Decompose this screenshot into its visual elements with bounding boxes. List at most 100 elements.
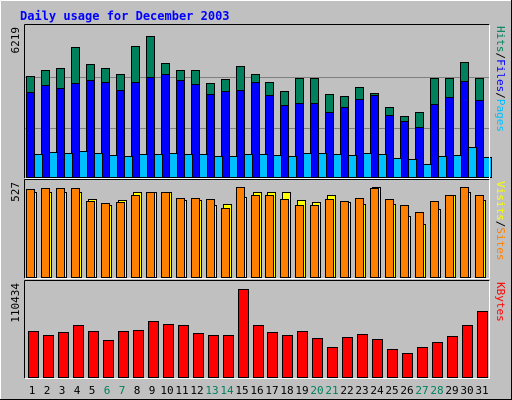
bar-pages-day-1 <box>34 154 43 178</box>
day-label-14: 14 <box>220 384 234 397</box>
bar-sites-day-9 <box>146 192 155 278</box>
legend-kbytes: KBytes <box>494 282 507 322</box>
day-label-3: 3 <box>59 384 66 397</box>
bar-files-day-2 <box>41 85 50 178</box>
day-label-12: 12 <box>190 384 203 397</box>
legend-entry-files: Files <box>494 59 507 92</box>
bar-files-day-7 <box>116 90 125 178</box>
bar-pages-day-30 <box>468 147 477 178</box>
day-label-29: 29 <box>445 384 458 397</box>
bar-sites-day-2 <box>41 188 50 278</box>
day-label-26: 26 <box>400 384 413 397</box>
day-label-27: 27 <box>415 384 428 397</box>
bar-kbytes-day-17 <box>267 332 278 378</box>
day-label-25: 25 <box>385 384 398 397</box>
legend-hits-files-pages: Hits/Files/Pages <box>494 26 507 132</box>
bar-kbytes-day-3 <box>58 332 69 378</box>
bar-pages-day-26 <box>408 159 417 178</box>
bar-pages-day-21 <box>333 154 342 178</box>
bar-sites-day-17 <box>265 195 274 278</box>
bar-files-day-5 <box>86 80 95 178</box>
bar-files-day-23 <box>355 99 364 178</box>
day-label-18: 18 <box>280 384 293 397</box>
legend-entry-: / <box>494 221 507 228</box>
bar-pages-day-4 <box>79 151 88 178</box>
bar-files-day-29 <box>445 97 454 178</box>
bar-kbytes-day-22 <box>342 337 353 378</box>
bar-files-day-24 <box>370 95 379 178</box>
day-label-16: 16 <box>250 384 263 397</box>
day-label-23: 23 <box>355 384 368 397</box>
bar-sites-day-25 <box>385 199 394 278</box>
bar-files-day-31 <box>475 100 484 178</box>
day-label-7: 7 <box>119 384 126 397</box>
bar-pages-day-19 <box>303 153 312 178</box>
bar-files-day-16 <box>251 82 260 178</box>
bar-sites-day-14 <box>221 208 230 278</box>
legend-entry-visits: Visits <box>494 181 507 221</box>
bar-pages-day-6 <box>109 155 118 178</box>
ymax-label-visits-sites: 527 <box>9 182 22 202</box>
bar-pages-day-18 <box>288 156 297 178</box>
bar-files-day-14 <box>221 91 230 178</box>
bar-sites-day-3 <box>56 188 65 278</box>
bar-kbytes-day-16 <box>253 325 264 378</box>
bar-files-day-15 <box>236 90 245 178</box>
day-label-10: 10 <box>160 384 173 397</box>
day-label-5: 5 <box>89 384 96 397</box>
bar-sites-day-19 <box>295 205 304 278</box>
bar-sites-day-20 <box>310 205 319 278</box>
bar-files-day-21 <box>325 112 334 178</box>
bar-pages-day-25 <box>393 158 402 178</box>
bar-files-day-19 <box>295 103 304 178</box>
bar-files-day-12 <box>191 84 200 178</box>
legend-entry-: / <box>494 53 507 60</box>
bar-files-day-8 <box>131 82 140 178</box>
bar-kbytes-day-27 <box>417 347 428 378</box>
bar-pages-day-16 <box>259 154 268 178</box>
bar-kbytes-day-2 <box>43 335 54 378</box>
bar-pages-day-8 <box>139 154 148 178</box>
bar-sites-day-11 <box>176 198 185 278</box>
bar-pages-day-10 <box>169 153 178 178</box>
day-label-20: 20 <box>310 384 323 397</box>
bar-kbytes-day-6 <box>103 340 114 378</box>
bar-kbytes-day-24 <box>372 339 383 378</box>
day-label-21: 21 <box>325 384 338 397</box>
bar-sites-day-23 <box>355 198 364 278</box>
bar-sites-day-4 <box>71 188 80 278</box>
day-label-13: 13 <box>205 384 218 397</box>
day-label-8: 8 <box>134 384 141 397</box>
ymax-label-hits-files-pages: 6219 <box>9 27 22 54</box>
bar-sites-day-26 <box>400 205 409 278</box>
bar-sites-day-22 <box>340 201 349 278</box>
bar-kbytes-day-7 <box>118 331 129 378</box>
bar-files-day-4 <box>71 83 80 178</box>
day-label-15: 15 <box>235 384 248 397</box>
legend-entry-pages: Pages <box>494 99 507 132</box>
bar-sites-day-10 <box>161 192 170 278</box>
legend-entry-kbytes: KBytes <box>494 282 507 322</box>
bar-files-day-18 <box>280 105 289 178</box>
bar-kbytes-day-18 <box>282 335 293 378</box>
day-label-30: 30 <box>460 384 473 397</box>
legend-visits-sites: Visits/Sites <box>494 181 507 261</box>
bar-pages-day-14 <box>229 156 238 178</box>
bar-kbytes-day-4 <box>73 325 84 378</box>
bar-pages-day-31 <box>483 157 492 178</box>
chart-panel-kbytes: 110434 KBytes <box>9 280 507 379</box>
bar-files-day-11 <box>176 80 185 178</box>
bar-pages-day-12 <box>199 154 208 178</box>
bar-kbytes-day-19 <box>297 331 308 378</box>
bar-pages-day-27 <box>423 164 432 178</box>
bar-kbytes-day-13 <box>208 335 219 378</box>
bar-kbytes-day-26 <box>402 353 413 378</box>
bar-sites-day-27 <box>415 212 424 278</box>
bar-kbytes-day-9 <box>148 321 159 378</box>
bar-pages-day-2 <box>49 152 58 178</box>
bar-files-day-22 <box>340 107 349 178</box>
bar-sites-day-29 <box>445 195 454 278</box>
day-label-11: 11 <box>175 384 188 397</box>
